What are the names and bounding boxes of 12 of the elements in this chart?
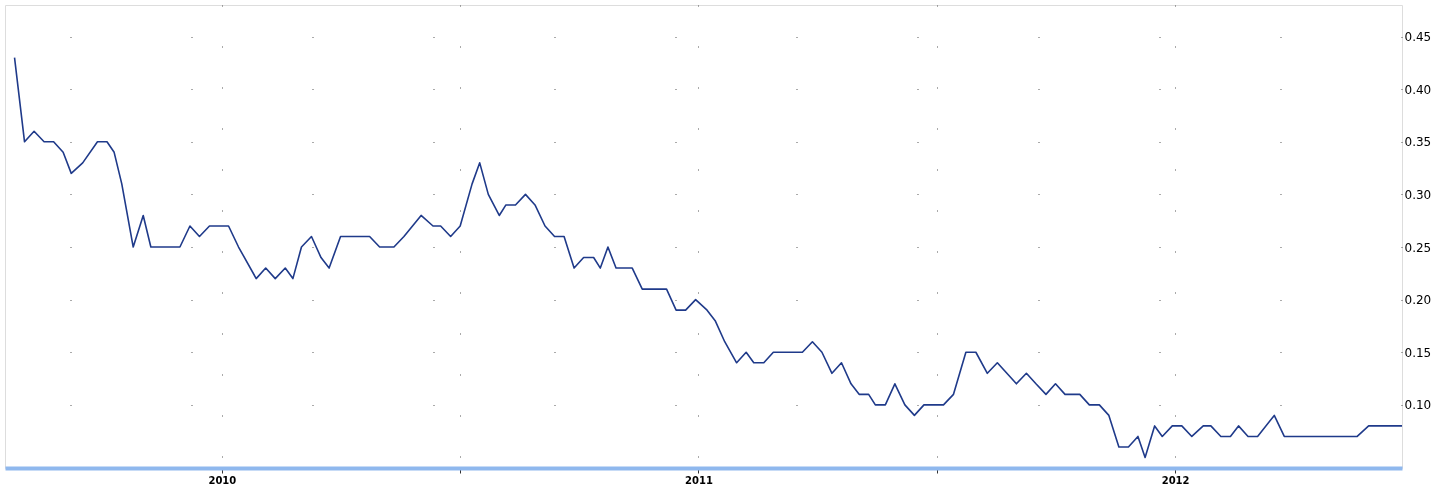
y-tick-label: 0.30 <box>1404 187 1432 202</box>
y-tick-label: 0.25 <box>1404 240 1432 255</box>
y-tick-label: 0.35 <box>1404 135 1432 150</box>
y-tick-label: 0.40 <box>1404 82 1432 97</box>
x-tick-label: 2011 <box>685 474 713 486</box>
line-series <box>13 56 1403 459</box>
y-tick-label: 0.15 <box>1404 345 1432 360</box>
y-tick-label: 0.20 <box>1404 293 1432 308</box>
y-tick-label: 0.45 <box>1404 30 1432 45</box>
x-tick-label: 2012 <box>1161 474 1190 486</box>
y-tick-label: 0.10 <box>1404 398 1432 413</box>
x-tick-label: 2010 <box>208 474 237 486</box>
